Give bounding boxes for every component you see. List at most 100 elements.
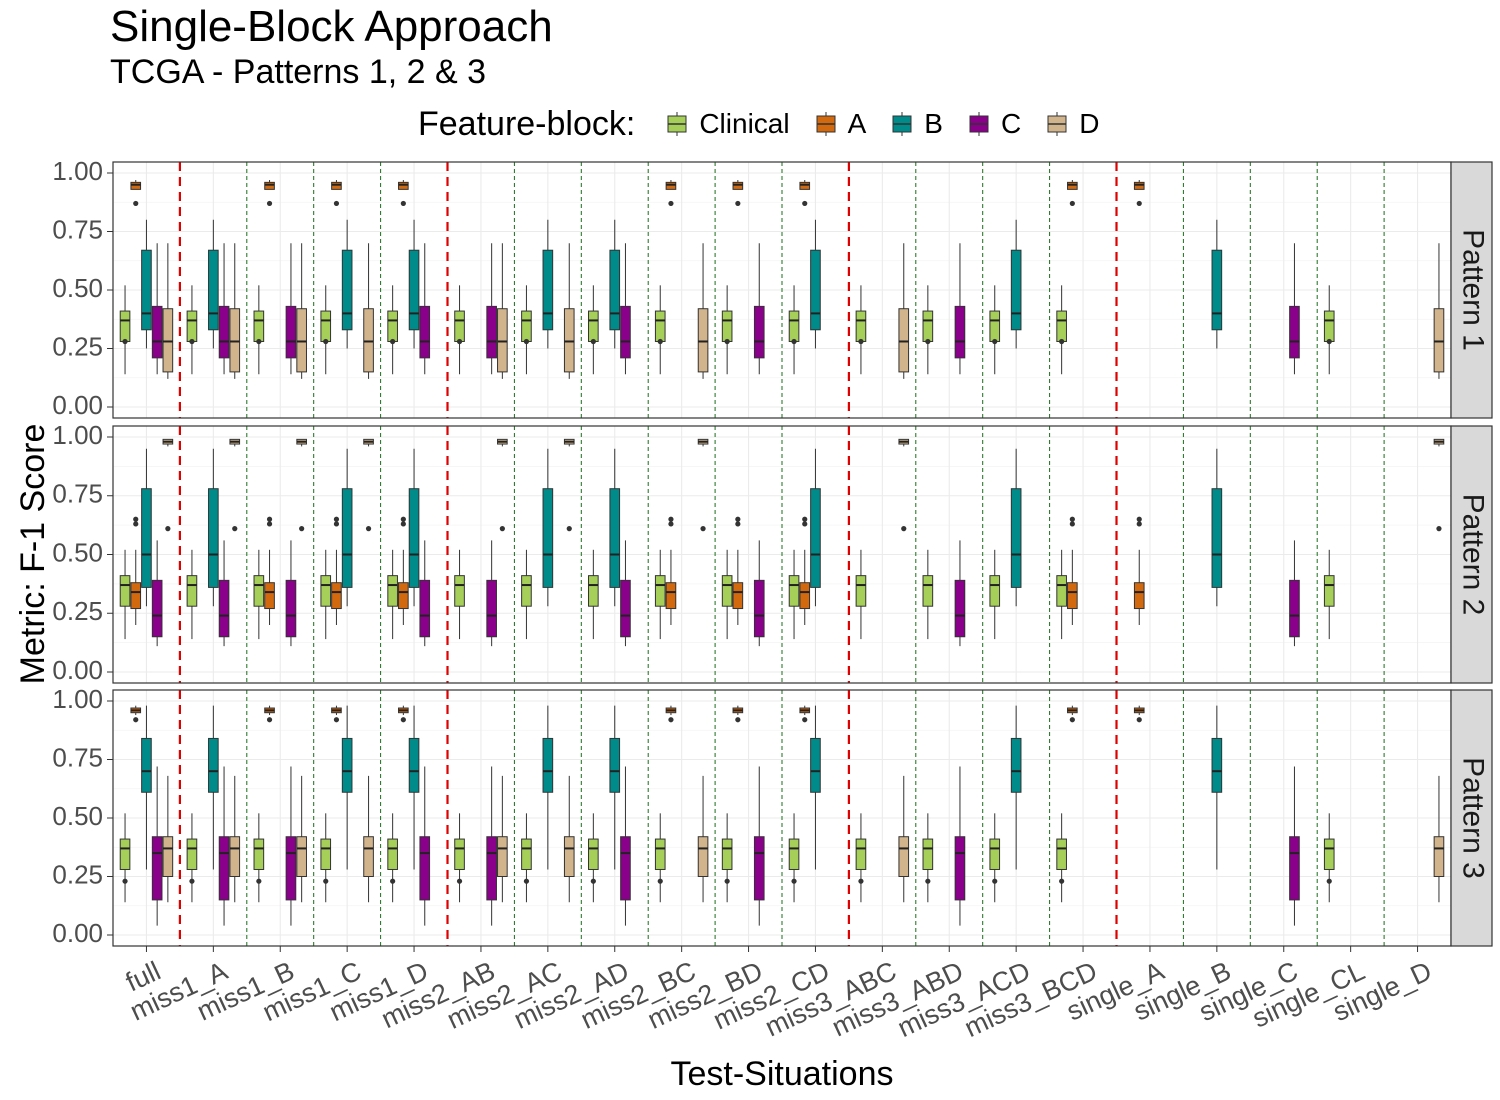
box-miss2_AD-Clinical — [588, 285, 599, 375]
box-body — [1323, 575, 1335, 607]
outlier-point — [1069, 200, 1075, 207]
box-body — [810, 737, 821, 793]
box-body — [320, 575, 332, 607]
outlier-point — [700, 526, 706, 532]
box-body — [922, 575, 934, 607]
box-body — [497, 836, 508, 877]
box-body — [1323, 310, 1335, 342]
box-body — [721, 310, 733, 342]
outlier-point — [1059, 338, 1065, 345]
box-body — [208, 249, 219, 331]
box-full-C — [151, 766, 163, 926]
box-miss2_AD-B — [609, 448, 621, 607]
box-body — [454, 575, 465, 607]
outlier-point — [365, 526, 372, 532]
box-miss2_BD-A — [732, 180, 744, 207]
box-miss2_CD-Clinical — [788, 285, 800, 375]
box-body — [521, 310, 532, 342]
box-body — [341, 249, 353, 331]
box-miss2_CD-B — [810, 219, 821, 349]
box-miss1_B-Clinical — [253, 813, 265, 903]
outlier-point — [1136, 516, 1142, 522]
box-miss1_B-C — [285, 766, 297, 926]
box-miss2_CD-Clinical — [788, 813, 800, 903]
box-body — [1056, 310, 1067, 342]
box-body — [331, 582, 342, 610]
legend-key-d — [1047, 112, 1067, 136]
box-miss3_ABC-Clinical — [855, 549, 867, 640]
box-body — [1133, 582, 1145, 610]
box-miss1_C-Clinical — [320, 549, 332, 640]
box-body — [898, 308, 910, 373]
box-body — [186, 838, 198, 870]
box-body — [1133, 181, 1145, 190]
box-body — [697, 308, 709, 373]
box-body — [419, 579, 431, 638]
box-miss1_D-C — [419, 766, 431, 926]
box-body — [1211, 249, 1223, 331]
box-body — [1289, 579, 1300, 638]
box-body — [141, 488, 152, 588]
y-tick-label: 0.50 — [52, 537, 103, 567]
box-body — [1211, 737, 1223, 793]
box-full-A — [130, 516, 142, 625]
box-miss1_A-B — [208, 219, 219, 349]
outlier-point — [1326, 878, 1332, 884]
box-body — [119, 838, 131, 870]
y-tick-label: 0.50 — [52, 801, 103, 831]
box-miss2_AC-B — [542, 448, 554, 607]
outlier-point — [189, 338, 195, 345]
box-body — [521, 838, 532, 870]
box-single_A-A — [1133, 516, 1145, 625]
chart-title: Single-Block Approach — [110, 2, 553, 51]
box-body — [588, 310, 599, 342]
outlier-point — [323, 338, 329, 345]
box-miss1_C-D — [363, 438, 374, 532]
outlier-point — [724, 878, 730, 884]
box-miss1_B-A — [264, 180, 275, 207]
box-miss1_C-B — [341, 448, 353, 607]
outlier-point — [1069, 521, 1075, 527]
box-miss2_AC-B — [542, 219, 554, 349]
box-body — [497, 308, 508, 373]
outlier-point — [668, 516, 674, 522]
box-miss3_ACD-Clinical — [989, 285, 1001, 375]
box-body — [1010, 737, 1022, 793]
outlier-point — [1069, 717, 1075, 723]
outlier-point — [400, 521, 406, 527]
outlier-point — [390, 338, 396, 345]
outlier-point — [189, 878, 195, 884]
box-body — [855, 838, 867, 870]
y-tick-label: 0.25 — [52, 859, 103, 889]
panel-3: Pattern 3 0.00 0.25 0.50 0.75 1.00 — [52, 684, 1493, 948]
outlier-point — [266, 516, 273, 522]
legend-key-b — [892, 112, 912, 136]
outlier-point — [523, 338, 530, 345]
legend-item-c: C — [967, 108, 1021, 140]
outlier-point — [735, 516, 741, 522]
box-miss3_ABC-Clinical — [855, 813, 867, 903]
box-body — [408, 249, 420, 331]
box-body — [665, 181, 677, 190]
box-full-D — [162, 438, 174, 532]
box-miss3_ABC-D — [898, 243, 910, 379]
box-miss1_B-Clinical — [253, 549, 265, 640]
box-miss1_C-Clinical — [320, 285, 332, 375]
box-full-Clinical — [119, 285, 131, 375]
box-miss3_ABC-D — [898, 775, 910, 903]
box-miss2_AC-B — [542, 705, 554, 870]
facet-strip — [1450, 425, 1493, 684]
outlier-point — [400, 717, 406, 723]
outlier-point — [590, 878, 596, 884]
box-body — [141, 249, 152, 331]
box-miss2_AD-C — [620, 243, 631, 375]
facet-strip-label: Pattern 2 — [1457, 494, 1490, 616]
box-body — [218, 579, 230, 638]
box-body — [542, 488, 554, 588]
outlier-point — [133, 521, 139, 527]
box-body — [486, 836, 497, 901]
box-body — [855, 310, 867, 342]
legend-label: A — [847, 108, 867, 139]
outlier-point — [657, 878, 663, 884]
outlier-point — [333, 521, 340, 527]
